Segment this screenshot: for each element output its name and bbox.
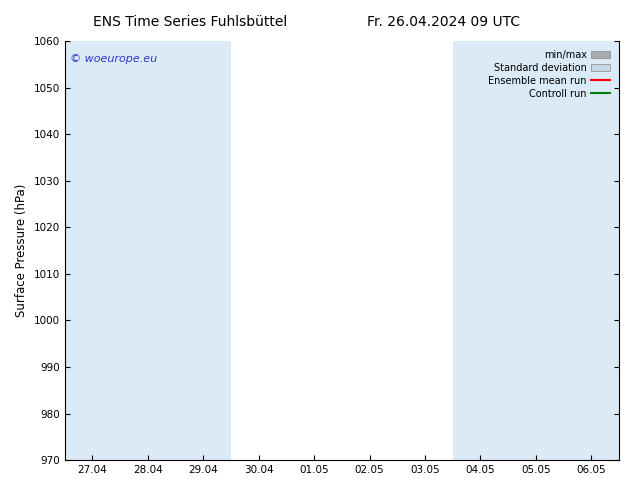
Legend: min/max, Standard deviation, Ensemble mean run, Controll run: min/max, Standard deviation, Ensemble me… [484, 46, 614, 102]
Text: © woeurope.eu: © woeurope.eu [70, 53, 157, 64]
Text: ENS Time Series Fuhlsbüttel: ENS Time Series Fuhlsbüttel [93, 15, 287, 29]
Y-axis label: Surface Pressure (hPa): Surface Pressure (hPa) [15, 184, 28, 318]
Text: Fr. 26.04.2024 09 UTC: Fr. 26.04.2024 09 UTC [367, 15, 521, 29]
Bar [65, 41, 231, 460]
Bar [453, 41, 619, 460]
